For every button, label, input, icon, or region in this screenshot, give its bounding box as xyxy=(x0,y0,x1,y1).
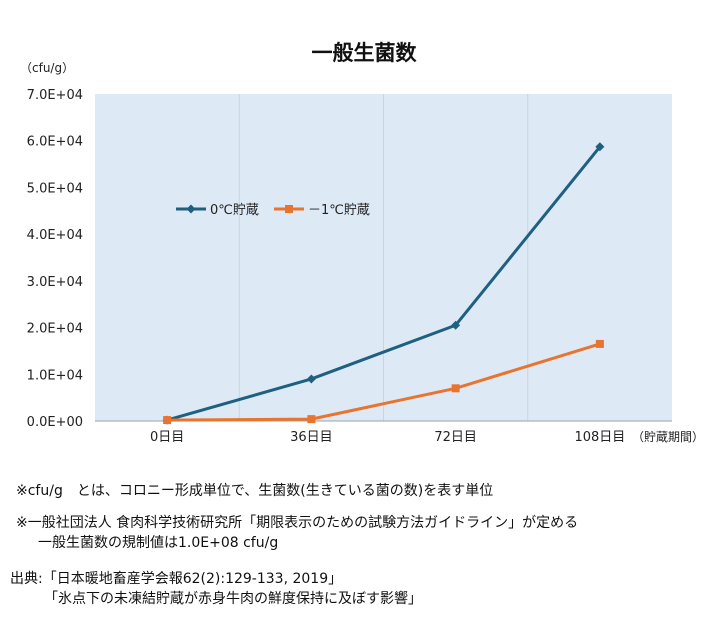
x-tick-label: 36日目 xyxy=(290,430,333,445)
chart-title: 一般生菌数 xyxy=(312,41,418,65)
x-tick-label: 0日目 xyxy=(150,430,184,445)
y-tick-label: 0.0E+00 xyxy=(27,415,83,430)
series-line-0 xyxy=(166,145,602,422)
legend-marker xyxy=(285,205,293,213)
series-line-1 xyxy=(167,342,601,422)
source-paper-title: 「氷点下の未凍結貯蔵が赤身牛肉の鮮度保持に及ぼす影響」 xyxy=(44,591,422,607)
y-tick-label: 4.0E+04 xyxy=(27,228,83,243)
data-point xyxy=(595,339,604,348)
data-point xyxy=(595,142,605,152)
source-citation: 出典:「日本暖地畜産学会報62(2):129-133, 2019」 xyxy=(10,571,343,587)
y-tick-label: 2.0E+04 xyxy=(27,322,83,337)
data-point xyxy=(307,415,316,424)
data-point xyxy=(451,384,460,393)
legend-label: －1℃貯蔵 xyxy=(308,203,370,218)
y-axis-label: （cfu/g） xyxy=(20,61,74,75)
x-axis-label: （貯蔵期間） xyxy=(632,430,704,444)
note-cfu-definition: ※cfu/g とは、コロニー形成単位で、生菌数(生きている菌の数)を表す単位 xyxy=(16,483,494,499)
note-regulation-value: 一般生菌数の規制値は1.0E+08 cfu/g xyxy=(38,535,279,551)
legend-marker xyxy=(186,204,196,214)
y-tick-label: 6.0E+04 xyxy=(27,135,83,150)
line-chart: 一般生菌数 （cfu/g） 0.0E+00 1.0E+04 2.0E+04 3.0E+… xyxy=(20,41,704,445)
note-guideline: ※一般社団法人 食肉科学技術研究所「期限表示のための試験方法ガイドライン」が定め… xyxy=(16,515,579,531)
x-tick-label: 72日目 xyxy=(434,430,477,445)
y-tick-label: 3.0E+04 xyxy=(27,275,83,290)
x-tick-label: 108日目 xyxy=(574,430,625,445)
y-tick-label: 5.0E+04 xyxy=(27,181,83,196)
legend-label: 0℃貯蔵 xyxy=(210,203,259,218)
data-point xyxy=(306,374,316,384)
y-tick-label: 1.0E+04 xyxy=(27,368,83,383)
data-point xyxy=(451,320,461,330)
data-point xyxy=(163,416,172,425)
y-tick-label: 7.0E+04 xyxy=(27,88,83,103)
